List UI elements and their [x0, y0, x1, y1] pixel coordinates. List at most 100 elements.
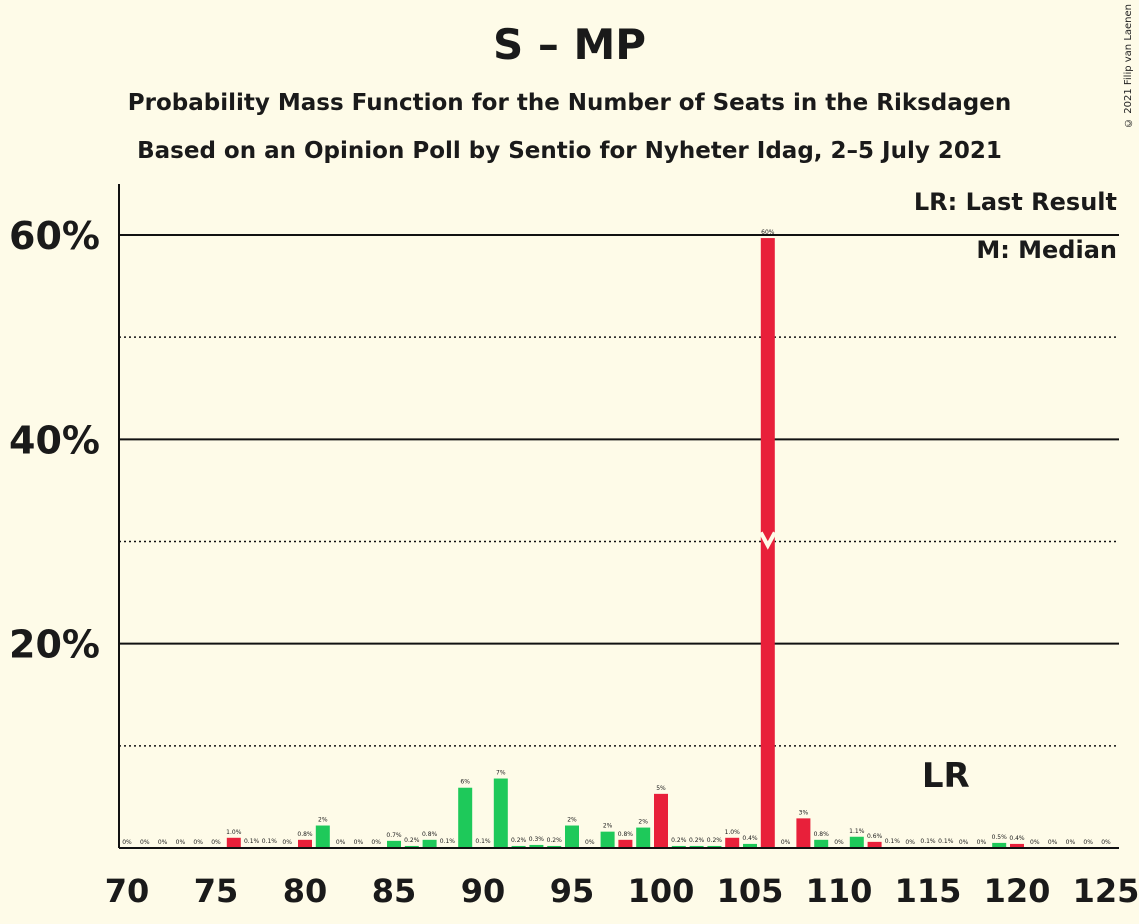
bar-data-label: 0% [1083, 839, 1093, 846]
last-result-label: LR [922, 756, 970, 796]
bar-data-label: 0.1% [475, 838, 491, 845]
bar-data-label: 0.8% [814, 831, 830, 838]
x-tick-label: 105 [717, 872, 784, 910]
bar-data-label: 0% [354, 839, 364, 846]
bar-data-label: 0.2% [547, 837, 563, 844]
bar-data-label: 0.4% [1009, 835, 1025, 842]
bar-data-label: 60% [761, 229, 775, 236]
bar-data-label: 0% [905, 839, 915, 846]
bar-data-label: 2% [638, 819, 648, 826]
bar-data-label: 0% [140, 839, 150, 846]
y-tick-label: 40% [9, 418, 100, 462]
bar [298, 839, 312, 848]
y-tick-label: 60% [9, 214, 100, 258]
bar [992, 842, 1007, 848]
x-tick-label: 110 [806, 872, 873, 910]
bar-data-label: 0.4% [742, 835, 758, 842]
bar [458, 787, 473, 848]
bar [511, 845, 526, 848]
bar-data-label: 0.8% [297, 831, 313, 838]
bar-data-label: 0.1% [885, 838, 901, 845]
bar-data-label: 0% [585, 839, 595, 846]
bar-data-label: 0% [1101, 839, 1111, 846]
bar-data-label: 0.2% [671, 837, 687, 844]
bar-data-label: 6% [460, 779, 470, 786]
bar [814, 839, 829, 848]
bar-data-label: 2% [318, 817, 328, 824]
bar-data-label: 0.1% [262, 838, 278, 845]
bar-data-label: 7% [496, 770, 506, 777]
bar [707, 845, 722, 848]
bar-data-label: 0.2% [511, 837, 527, 844]
bar-data-label: 0% [176, 839, 186, 846]
bar-data-label: 0% [959, 839, 969, 846]
bar-data-label: 0% [1066, 839, 1076, 846]
bar [226, 837, 241, 848]
x-tick-label: 80 [283, 872, 328, 910]
bar-data-label: 0% [977, 839, 987, 846]
bar-data-label: 0.1% [938, 838, 954, 845]
bar [547, 845, 562, 848]
bar-data-label: 0.7% [386, 832, 402, 839]
x-tick-label: 115 [895, 872, 962, 910]
bar-data-label: 0% [158, 839, 168, 846]
bar-data-label: 3% [799, 809, 809, 816]
bar-data-label: 0% [371, 839, 381, 846]
bar-data-label: 0% [336, 839, 346, 846]
bar [422, 839, 437, 848]
bar [618, 839, 633, 848]
median-marker [759, 531, 777, 550]
bar [404, 845, 419, 848]
bar-data-label: 0.2% [689, 837, 705, 844]
bar-data-label: 0% [781, 839, 791, 846]
bar [654, 793, 668, 848]
bar [636, 827, 651, 848]
bar-data-label: 0% [211, 839, 221, 846]
x-tick-label: 95 [550, 872, 595, 910]
legend-median: M: Median [976, 236, 1117, 264]
bar-data-label: 0.2% [707, 837, 723, 844]
bar [493, 778, 508, 848]
bar [743, 843, 757, 848]
bar-data-label: 5% [656, 785, 666, 792]
bar [565, 825, 579, 848]
x-tick-label: 100 [628, 872, 695, 910]
bar-data-label: 0% [1030, 839, 1040, 846]
bar [529, 844, 544, 848]
bar-data-label: 0.1% [440, 838, 456, 845]
x-tick-label: 85 [372, 872, 417, 910]
bar-data-label: 0.3% [529, 836, 545, 843]
bar-data-label: 2% [603, 823, 613, 830]
bar [849, 836, 864, 848]
bar [867, 841, 882, 848]
bar [600, 831, 615, 848]
x-tick-label: 70 [105, 872, 150, 910]
bar-data-label: 0% [122, 839, 132, 846]
chart-subtitle: Probability Mass Function for the Number… [127, 90, 1012, 116]
bar-data-label: 0.1% [244, 838, 260, 845]
bar-data-label: 0% [193, 839, 203, 846]
bar [796, 818, 811, 848]
x-tick-label: 75 [194, 872, 239, 910]
legend-last-result: LR: Last Result [914, 188, 1117, 216]
bar-data-label: 2% [567, 817, 577, 824]
x-tick-label: 120 [984, 872, 1051, 910]
x-tick-label: 90 [461, 872, 506, 910]
x-tick-label: 125 [1073, 872, 1139, 910]
bar-data-label: 0.5% [992, 834, 1008, 841]
bar-data-label: 0% [282, 839, 292, 846]
bar [315, 825, 330, 848]
bar [671, 845, 686, 848]
bar [689, 845, 704, 848]
chart-subtitle-source: Based on an Opinion Poll by Sentio for N… [137, 138, 1002, 164]
bar-data-label: 0% [834, 839, 844, 846]
bar-data-label: 0.1% [920, 838, 936, 845]
y-tick-label: 20% [9, 623, 100, 667]
bar-data-label: 0.6% [867, 833, 883, 840]
bar-data-label: 0.8% [618, 831, 634, 838]
bar-data-label: 1.0% [226, 829, 242, 836]
bar-data-label: 1.1% [849, 828, 865, 835]
bar-data-label: 1.0% [725, 829, 741, 836]
bar [725, 837, 740, 848]
